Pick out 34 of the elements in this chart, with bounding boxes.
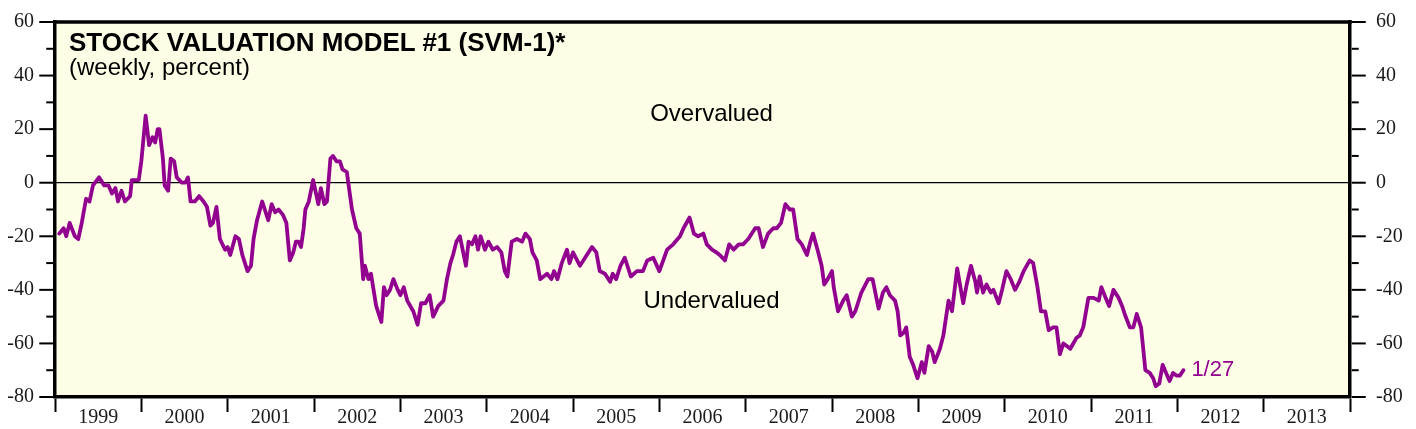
y2-tick-label: -60 <box>1376 330 1403 353</box>
y2-tick-label: 60 <box>1376 9 1396 32</box>
y-tick-label: 40 <box>14 62 34 85</box>
y-tick-label: -80 <box>7 384 34 407</box>
y-tick-label: 20 <box>14 116 34 139</box>
x-tick-label: 2011 <box>1114 405 1154 428</box>
x-tick-label: 2006 <box>682 405 723 428</box>
x-tick-label: 2009 <box>941 405 982 428</box>
y-tick-label: 60 <box>14 9 34 32</box>
annotation: 1/27 <box>1191 356 1235 382</box>
x-tick-label: 2007 <box>768 405 809 428</box>
y2-tick-label: -80 <box>1376 384 1403 407</box>
x-tick-label: 2000 <box>164 405 205 428</box>
x-tick-label: 2012 <box>1200 405 1241 428</box>
annotation: Undervalued <box>643 286 780 314</box>
y2-tick-label: -40 <box>1376 277 1403 300</box>
y2-tick-label: 0 <box>1376 169 1386 192</box>
y-tick-label: -20 <box>7 223 34 246</box>
y-tick-label: -60 <box>7 330 34 353</box>
y2-tick-label: 20 <box>1376 116 1396 139</box>
x-tick-label: 2001 <box>250 405 291 428</box>
y-tick-label: -40 <box>7 277 34 300</box>
y2-tick-label: -20 <box>1376 223 1403 246</box>
annotation: Overvalued <box>650 98 773 126</box>
x-tick-label: 2010 <box>1027 405 1068 428</box>
y2-tick-label: 40 <box>1376 62 1396 85</box>
x-tick-label: 2002 <box>337 405 378 428</box>
x-tick-label: 2004 <box>509 405 550 428</box>
x-tick-label: 2013 <box>1286 405 1327 428</box>
x-tick-label: 2008 <box>855 405 896 428</box>
x-tick-label: 2005 <box>596 405 637 428</box>
x-tick-label: 2003 <box>423 405 464 428</box>
y-tick-label: 0 <box>24 169 34 192</box>
x-tick-label: 1999 <box>78 405 119 428</box>
